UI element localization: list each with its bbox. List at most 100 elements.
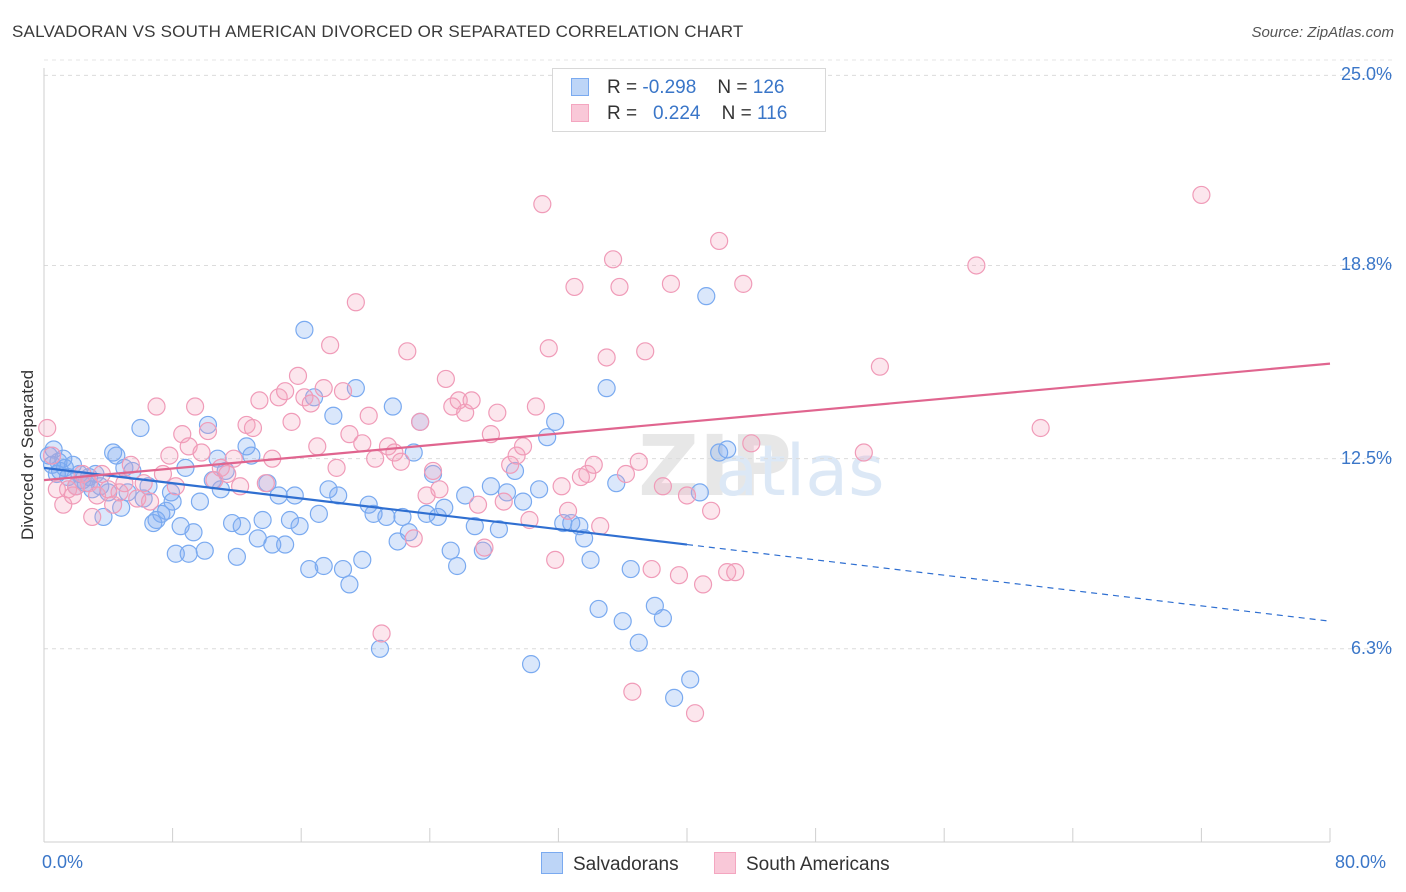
data-point-salvadorans <box>163 492 182 511</box>
data-point-south-americans <box>288 366 308 385</box>
data-point-salvadorans <box>309 504 328 523</box>
data-point-south-americans <box>526 397 545 416</box>
data-point-south-americans <box>83 507 102 527</box>
data-point-south-americans <box>346 293 365 312</box>
y-tick-label: 18.8% <box>1340 254 1392 275</box>
data-point-salvadorans <box>319 480 338 499</box>
data-point-salvadorans <box>157 501 176 520</box>
y-axis-label: Divorced or Separated <box>18 369 37 541</box>
data-point-salvadorans <box>681 670 700 689</box>
data-point-south-americans <box>539 339 558 358</box>
data-point-south-americans <box>366 449 385 468</box>
data-point-salvadorans <box>718 440 737 459</box>
data-point-south-americans <box>462 391 481 410</box>
data-point-south-americans <box>276 382 295 401</box>
data-point-south-americans <box>578 464 597 484</box>
data-point-south-americans <box>160 446 179 465</box>
data-point-south-americans <box>558 501 578 520</box>
data-point-salvadorans <box>581 550 600 569</box>
data-point-salvadorans <box>404 443 423 462</box>
trend-line-salvadorans <box>43 466 688 546</box>
data-point-south-americans <box>134 474 153 493</box>
data-point-south-americans <box>192 443 211 462</box>
data-point-salvadorans <box>505 461 525 481</box>
data-point-salvadorans <box>314 556 333 576</box>
data-point-south-americans <box>669 566 689 585</box>
data-point-south-americans <box>468 495 488 514</box>
data-point-salvadorans <box>280 510 300 530</box>
data-point-south-americans <box>321 336 340 355</box>
data-point-south-americans <box>340 425 359 444</box>
bottom-legend-swatch-pink <box>714 852 736 874</box>
watermark-zip: ZIP <box>638 417 792 515</box>
data-point-south-americans <box>218 464 237 484</box>
data-point-salvadorans <box>697 287 716 306</box>
data-point-south-americans <box>710 231 729 251</box>
data-point-south-americans <box>642 559 661 579</box>
data-point-salvadorans <box>54 449 73 468</box>
data-point-south-americans <box>166 477 185 496</box>
data-point-salvadorans <box>242 446 261 465</box>
data-point-salvadorans <box>147 510 166 530</box>
chart-source: Source: ZipAtlas.com <box>1251 24 1394 41</box>
data-point-salvadorans <box>184 523 203 542</box>
correlation-legend: R = -0.298 N = 126 R = 0.224 N = 116 <box>552 68 826 132</box>
data-point-south-americans <box>38 418 57 438</box>
data-point-salvadorans <box>276 535 295 554</box>
data-point-south-americans <box>256 474 275 493</box>
legend-swatch-pink <box>571 104 589 122</box>
data-point-south-americans <box>198 421 218 441</box>
data-point-south-americans <box>301 394 320 413</box>
data-point-salvadorans <box>295 320 314 339</box>
data-point-salvadorans <box>465 517 484 536</box>
data-point-south-americans <box>42 446 62 465</box>
y-tick-label: 25.0% <box>1340 64 1392 85</box>
data-point-salvadorans <box>300 559 319 579</box>
data-point-salvadorans <box>353 550 372 569</box>
data-point-salvadorans <box>232 517 251 536</box>
data-point-south-americans <box>513 437 533 456</box>
data-point-south-americans <box>359 406 378 425</box>
grid-lines <box>44 59 1392 650</box>
data-point-south-americans <box>430 480 449 499</box>
data-point-salvadorans <box>383 397 402 416</box>
scatter-points <box>38 185 1211 723</box>
data-point-south-americans <box>591 517 610 536</box>
data-point-salvadorans <box>104 443 123 462</box>
data-point-salvadorans <box>546 412 565 431</box>
data-point-salvadorans <box>340 575 359 594</box>
data-point-salvadorans <box>290 517 309 536</box>
data-point-salvadorans <box>538 428 557 447</box>
legend-n-value: 126 <box>752 77 785 98</box>
data-point-south-americans <box>250 391 269 410</box>
data-point-south-americans <box>584 455 603 474</box>
data-point-salvadorans <box>441 541 460 560</box>
data-point-salvadorans <box>597 379 616 398</box>
data-point-salvadorans <box>253 510 272 530</box>
data-point-salvadorans <box>456 486 475 505</box>
data-point-south-americans <box>603 250 623 269</box>
legend-row-south-americans: R = 0.224 N = 116 <box>571 103 787 127</box>
legend-r-value: -0.298 <box>642 77 697 98</box>
data-point-salvadorans <box>621 559 640 579</box>
trend-lines <box>43 362 1331 622</box>
data-point-salvadorans <box>629 633 648 652</box>
data-point-south-americans <box>565 277 584 297</box>
data-point-salvadorans <box>473 541 492 560</box>
data-point-south-americans <box>353 434 372 453</box>
data-point-south-americans <box>411 412 430 431</box>
data-point-south-americans <box>243 418 263 438</box>
bottom-legend-swatch-blue <box>541 852 563 874</box>
data-point-salvadorans <box>399 523 419 542</box>
data-point-south-americans <box>282 412 301 431</box>
data-point-salvadorans <box>195 541 214 560</box>
data-point-salvadorans <box>152 504 171 523</box>
data-point-south-americans <box>398 342 417 361</box>
data-point-south-americans <box>546 550 565 569</box>
bottom-legend-label: South Americans <box>746 854 890 875</box>
legend-n-value: 116 <box>757 103 788 124</box>
data-point-south-americans <box>702 501 721 520</box>
data-point-south-americans <box>436 369 455 389</box>
data-point-salvadorans <box>227 547 246 566</box>
bottom-legend-south-americans: South Americans <box>714 852 890 876</box>
